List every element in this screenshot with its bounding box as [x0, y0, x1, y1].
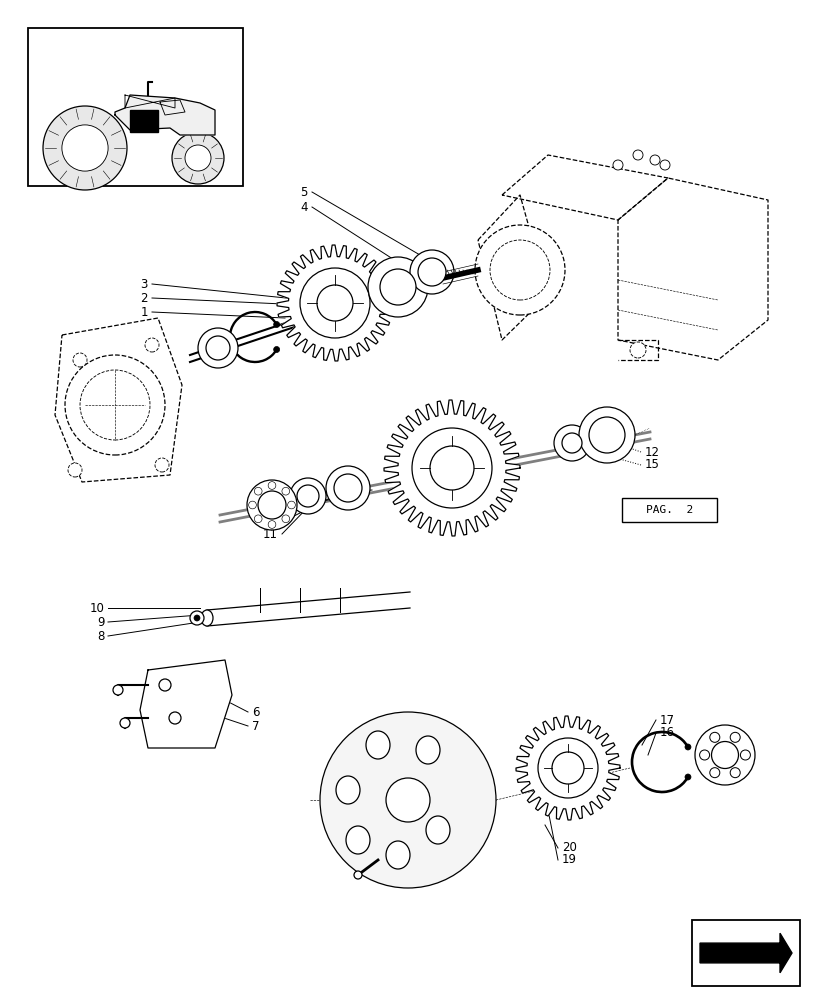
Text: 1: 1 — [141, 306, 148, 318]
Circle shape — [632, 150, 643, 160]
Circle shape — [297, 485, 318, 507]
Bar — [621, 498, 716, 522]
Circle shape — [198, 328, 237, 368]
Text: PAG.  2: PAG. 2 — [645, 505, 692, 515]
Text: 12: 12 — [263, 516, 278, 528]
Circle shape — [354, 871, 361, 879]
Circle shape — [299, 268, 370, 338]
Circle shape — [43, 106, 127, 190]
Polygon shape — [501, 155, 667, 220]
Polygon shape — [384, 400, 519, 536]
Circle shape — [588, 417, 624, 453]
Polygon shape — [477, 195, 547, 340]
Circle shape — [684, 744, 691, 750]
Circle shape — [578, 407, 634, 463]
Text: 5: 5 — [300, 186, 308, 199]
Circle shape — [273, 347, 280, 353]
Circle shape — [380, 269, 415, 305]
Circle shape — [699, 750, 709, 760]
Circle shape — [385, 778, 429, 822]
Circle shape — [412, 428, 491, 508]
Circle shape — [729, 768, 739, 778]
Polygon shape — [515, 716, 619, 820]
Circle shape — [120, 718, 130, 728]
Polygon shape — [55, 318, 182, 482]
Circle shape — [273, 322, 280, 328]
Circle shape — [172, 132, 224, 184]
Circle shape — [169, 712, 181, 724]
Text: 8: 8 — [98, 630, 105, 642]
Circle shape — [65, 355, 165, 455]
Circle shape — [709, 768, 719, 778]
Circle shape — [553, 425, 590, 461]
Circle shape — [694, 725, 754, 785]
Circle shape — [112, 685, 123, 695]
Circle shape — [649, 155, 659, 165]
Circle shape — [684, 774, 691, 780]
Polygon shape — [115, 95, 215, 135]
Circle shape — [729, 732, 739, 742]
Text: 4: 4 — [300, 201, 308, 214]
Circle shape — [475, 225, 564, 315]
Circle shape — [709, 732, 719, 742]
Text: 3: 3 — [141, 277, 148, 290]
Text: 6: 6 — [251, 706, 259, 718]
Circle shape — [184, 145, 211, 171]
Circle shape — [629, 342, 645, 358]
Circle shape — [246, 480, 297, 530]
Circle shape — [409, 250, 453, 294]
Circle shape — [155, 458, 169, 472]
Text: 9: 9 — [98, 615, 105, 628]
Circle shape — [258, 491, 285, 519]
Circle shape — [418, 258, 446, 286]
Bar — [691, 920, 799, 986]
Polygon shape — [207, 592, 409, 626]
Ellipse shape — [415, 736, 439, 764]
Text: 20: 20 — [562, 841, 576, 854]
Text: 18: 18 — [390, 833, 405, 846]
Circle shape — [538, 738, 597, 798]
Text: 10: 10 — [90, 601, 105, 614]
Circle shape — [319, 712, 495, 888]
Circle shape — [68, 463, 82, 477]
Text: 12: 12 — [644, 446, 659, 458]
Text: 14: 14 — [263, 491, 278, 504]
Ellipse shape — [201, 610, 213, 626]
Circle shape — [62, 125, 108, 171]
Polygon shape — [130, 110, 158, 132]
Text: 16: 16 — [659, 726, 674, 739]
Polygon shape — [277, 245, 393, 361]
Circle shape — [562, 433, 581, 453]
Circle shape — [194, 615, 200, 621]
Circle shape — [189, 611, 203, 625]
Ellipse shape — [366, 731, 390, 759]
Text: 2: 2 — [141, 292, 148, 304]
Text: 17: 17 — [659, 713, 674, 726]
Ellipse shape — [346, 826, 370, 854]
Ellipse shape — [385, 841, 409, 869]
Polygon shape — [617, 178, 767, 360]
Text: 7: 7 — [251, 719, 259, 732]
Circle shape — [659, 160, 669, 170]
Circle shape — [333, 474, 361, 502]
Circle shape — [326, 466, 370, 510]
Circle shape — [739, 750, 749, 760]
Circle shape — [145, 338, 159, 352]
Text: 15: 15 — [644, 458, 659, 472]
Circle shape — [73, 353, 87, 367]
Circle shape — [612, 160, 622, 170]
Text: 19: 19 — [562, 853, 576, 866]
Polygon shape — [699, 933, 791, 973]
Ellipse shape — [425, 816, 449, 844]
Bar — [28, 28, 242, 186]
Text: 11: 11 — [263, 528, 278, 540]
Polygon shape — [140, 660, 232, 748]
Circle shape — [159, 679, 171, 691]
Circle shape — [289, 478, 326, 514]
Circle shape — [206, 336, 230, 360]
Circle shape — [710, 741, 738, 768]
Text: 13: 13 — [263, 504, 278, 516]
Ellipse shape — [336, 776, 360, 804]
Circle shape — [367, 257, 428, 317]
